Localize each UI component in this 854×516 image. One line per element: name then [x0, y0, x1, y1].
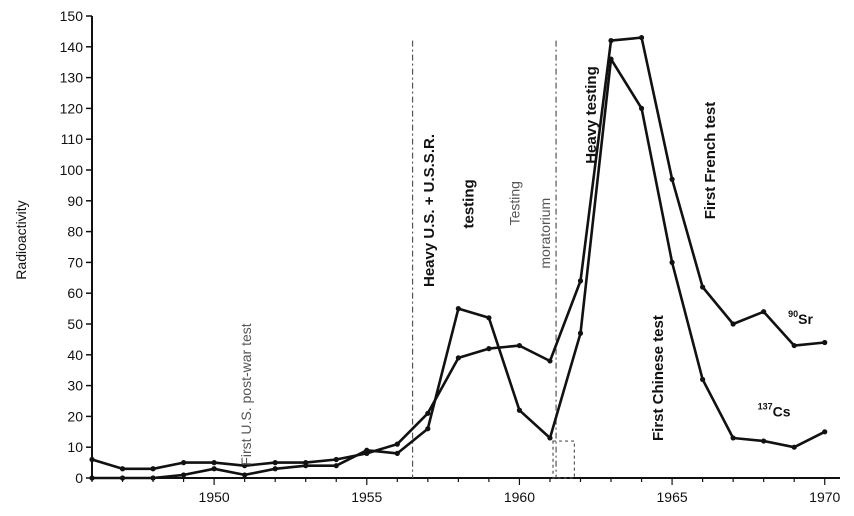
- series-1-point: [180, 472, 187, 478]
- y-tick-label: 30: [67, 378, 83, 394]
- series-lines: [89, 34, 828, 481]
- y-tick-label: 150: [60, 8, 84, 24]
- y-tick-label: 20: [67, 408, 83, 424]
- series-0-point: [455, 355, 461, 361]
- y-tick-label: 10: [67, 439, 83, 455]
- series-0-point: [700, 284, 706, 290]
- series-1-point: [516, 407, 523, 413]
- annotation: First Chinese test: [650, 315, 667, 441]
- series-0-point: [791, 342, 797, 349]
- series-1-point: [89, 475, 95, 481]
- series-1-point: [791, 444, 797, 450]
- x-tick-label: 1965: [657, 489, 688, 505]
- series-1-point: [364, 447, 370, 453]
- series-1-point: [119, 475, 126, 481]
- x-tick-label: 1950: [199, 489, 230, 505]
- annotation: Heavy testing: [583, 66, 600, 164]
- series-label: 90Sr: [788, 309, 813, 327]
- series-1-point: [608, 56, 614, 62]
- y-tick-label: 0: [75, 470, 83, 486]
- x-tick-label: 1955: [351, 489, 382, 505]
- annotation: First U.S. post-war test: [238, 323, 254, 465]
- series-1-point: [150, 475, 156, 481]
- series-0-point: [242, 463, 248, 469]
- y-tick-label: 50: [67, 316, 83, 332]
- series-0-point: [150, 466, 156, 472]
- series-0-point: [89, 456, 95, 463]
- annotation: moratorium: [537, 198, 553, 269]
- series-1-point: [333, 463, 339, 469]
- series-0-point: [638, 34, 645, 41]
- series-0-point: [516, 342, 523, 349]
- series-label: 137Cs: [758, 401, 791, 419]
- y-tick-label: 60: [67, 285, 83, 301]
- axes: 0 10 20 30 40 50 60 70 80 90 100 110 120 130 140 150 195…: [60, 8, 841, 505]
- annotation: First French test: [702, 102, 719, 220]
- series-0-point: [486, 346, 492, 352]
- series-1-point: [303, 463, 309, 469]
- series-1-point: [486, 315, 492, 321]
- series-0-point: [333, 456, 339, 463]
- series-1-point: [547, 435, 553, 441]
- series-1-point: [577, 330, 584, 336]
- series-0-point: [669, 176, 675, 182]
- series-1-point: [669, 259, 675, 265]
- series-0-point: [272, 460, 278, 466]
- series-0-point: [761, 309, 767, 315]
- series-0-point: [394, 441, 400, 447]
- y-tick-label: 140: [60, 39, 84, 55]
- y-axis-label: Radioactivity: [13, 200, 29, 279]
- y-tick-label: 90: [67, 193, 83, 209]
- series-1-point: [394, 450, 400, 456]
- series-0-point: [730, 321, 736, 327]
- x-tick-label: 1960: [504, 489, 535, 505]
- annotation: testing: [461, 179, 478, 228]
- series-1-point: [242, 472, 248, 478]
- annotation: Heavy U.S. + U.S.S.R.: [421, 134, 438, 287]
- annotations: 90Sr 137Cs First U.S. post-war test Heavy U…: [238, 66, 814, 465]
- y-tick-label: 130: [60, 70, 84, 86]
- series-0-point: [211, 460, 217, 466]
- annotation: Testing: [506, 181, 522, 225]
- series-1-point: [455, 306, 461, 312]
- series-1-point: [700, 376, 706, 383]
- series-0-point: [822, 339, 828, 346]
- x-tick-label: 1970: [809, 489, 840, 505]
- y-tick-label: 110: [61, 131, 84, 147]
- y-tick-label: 80: [67, 224, 83, 240]
- period-marker-box: [552, 440, 575, 479]
- y-tick-label: 100: [60, 162, 84, 178]
- series-0-point: [425, 410, 431, 416]
- series-1-point: [638, 105, 645, 111]
- series-0-point: [547, 358, 553, 364]
- series-0-point: [577, 278, 584, 284]
- series-0-point: [608, 38, 614, 44]
- series-1-point: [761, 438, 767, 444]
- series-1-point: [272, 466, 278, 472]
- y-tick-label: 70: [67, 254, 83, 270]
- series-1-point: [211, 466, 217, 472]
- y-tick-label: 40: [67, 347, 83, 363]
- series-0-point: [180, 460, 187, 466]
- series-1-point: [822, 429, 828, 435]
- period-markers: [411, 40, 575, 479]
- series-1-point: [730, 435, 736, 441]
- y-tick-label: 120: [60, 100, 84, 116]
- series-1-point: [425, 426, 431, 432]
- series-0-point: [119, 466, 126, 472]
